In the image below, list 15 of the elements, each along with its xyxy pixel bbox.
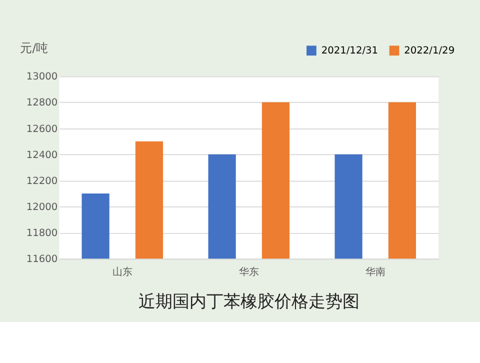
x-tick-label: 华东	[238, 266, 259, 278]
x-tick-label: 华南	[365, 266, 386, 278]
x-tick-label: 山东	[112, 266, 132, 278]
y-tick-label: 11800	[26, 228, 58, 239]
y-tick-label: 13000	[26, 72, 58, 83]
y-tick-label: 11600	[26, 254, 58, 266]
legend-label: 2021/12/31	[321, 46, 378, 57]
y-tick-label: 12000	[26, 202, 58, 213]
y-tick-label: 12800	[26, 98, 58, 109]
y-tick-label: 12600	[26, 124, 58, 135]
text: 近期国内丁苯橡胶价格走势图	[138, 290, 360, 311]
y-tick-label: 12400	[26, 150, 58, 161]
y-tick-label: 12200	[26, 176, 58, 187]
y-axis-title: 元/吨	[20, 41, 48, 56]
legend-label: 2022/1/29	[404, 46, 455, 57]
